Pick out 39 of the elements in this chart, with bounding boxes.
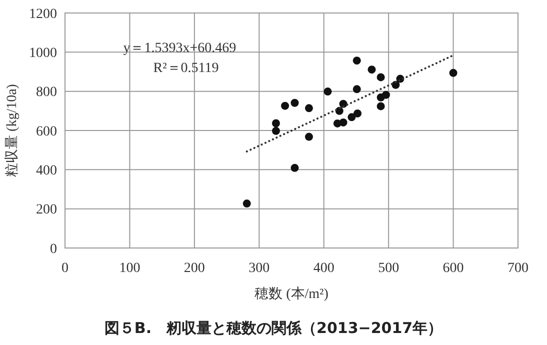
point [272,126,280,135]
x-tick-label: 0 [62,261,68,276]
point [354,109,362,118]
point [324,88,332,96]
point [368,66,376,74]
point [376,102,385,110]
point [272,119,280,128]
point [382,90,390,99]
y-tick-label: 800 [36,85,57,100]
annotation: y＝1.5393x+60.469 [123,41,236,56]
text: 図５B. 籾収量と穂数の関係（2013−2017年） [104,319,443,337]
point [304,132,313,141]
x-tick-label: 500 [378,261,400,276]
point [304,104,313,112]
y-tick-label: 200 [36,202,57,218]
x-tick-label: 300 [248,261,270,276]
x-tick-label: 400 [313,261,334,276]
point [449,68,458,77]
point [290,98,299,107]
x-tick-label: 200 [184,261,205,276]
point [339,118,348,126]
y-tick-label: 600 [36,124,57,140]
x-tick-label: 100 [119,261,140,276]
y-tick-label: 1200 [29,6,57,22]
y-tick-label: 0 [50,242,57,257]
annotation: R²＝0.5119 [153,61,219,76]
point [348,113,356,122]
x-axis-title: 穂数 (本/m²) [254,286,329,302]
y-tick-label: 1000 [29,46,57,62]
point [352,56,361,65]
point [242,200,251,208]
point [376,73,385,82]
y-tick-label: 400 [36,164,57,179]
x-tick-label: 600 [442,261,464,276]
point [281,102,290,110]
point [352,85,361,94]
y-axis-title: 粒収量 (kg/10a) [4,84,20,177]
x-tick-label: 700 [508,261,528,276]
point [290,164,299,172]
